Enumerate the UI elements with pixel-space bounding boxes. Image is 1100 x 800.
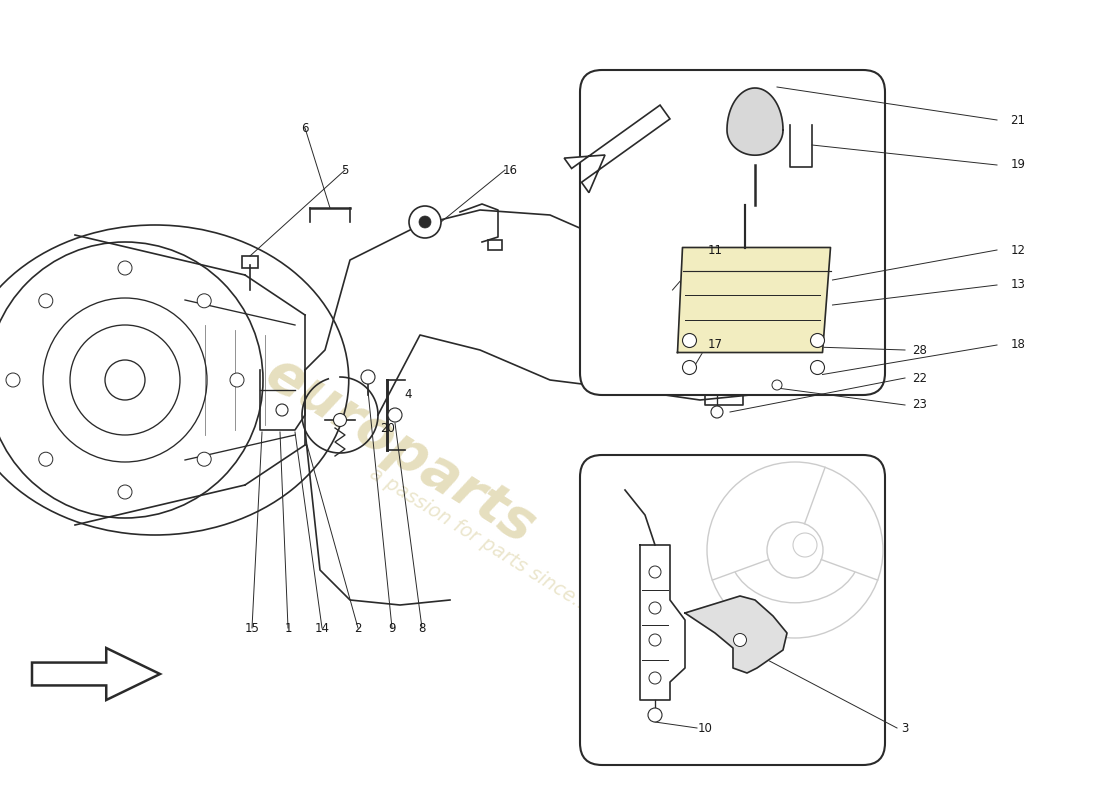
Circle shape	[682, 361, 696, 374]
Polygon shape	[755, 372, 786, 390]
Circle shape	[118, 485, 132, 499]
Circle shape	[409, 206, 441, 238]
Polygon shape	[32, 648, 160, 700]
Circle shape	[197, 294, 211, 308]
Circle shape	[811, 361, 825, 374]
Circle shape	[39, 294, 53, 308]
Bar	[488, 240, 502, 250]
Text: 5: 5	[341, 163, 349, 177]
FancyBboxPatch shape	[580, 455, 886, 765]
Text: 6: 6	[301, 122, 309, 134]
Text: 3: 3	[901, 722, 909, 734]
Text: a passion for parts since...: a passion for parts since...	[366, 464, 594, 616]
Text: 4: 4	[405, 389, 411, 402]
Text: 21: 21	[1011, 114, 1025, 126]
Circle shape	[772, 380, 782, 390]
Circle shape	[361, 370, 375, 384]
Text: 12: 12	[1011, 243, 1025, 257]
Text: 9: 9	[388, 622, 396, 634]
Circle shape	[6, 373, 20, 387]
Circle shape	[649, 602, 661, 614]
Text: 11: 11	[707, 243, 723, 257]
Text: 13: 13	[1011, 278, 1025, 291]
Circle shape	[811, 334, 825, 347]
Circle shape	[419, 216, 431, 228]
Text: 1: 1	[284, 622, 292, 634]
Text: 23: 23	[913, 398, 927, 411]
Text: 28: 28	[913, 343, 927, 357]
Text: 17: 17	[707, 338, 723, 351]
Text: 10: 10	[697, 722, 713, 734]
Circle shape	[276, 404, 288, 416]
Circle shape	[649, 672, 661, 684]
Circle shape	[682, 334, 696, 347]
Text: 22: 22	[913, 371, 927, 385]
Text: 16: 16	[503, 163, 517, 177]
Circle shape	[734, 634, 747, 646]
Circle shape	[711, 406, 723, 418]
Circle shape	[39, 452, 53, 466]
Text: 2: 2	[354, 622, 362, 634]
Circle shape	[333, 414, 346, 426]
Text: 19: 19	[1011, 158, 1025, 171]
Circle shape	[649, 566, 661, 578]
Text: 20: 20	[381, 422, 395, 434]
Polygon shape	[727, 88, 783, 155]
Polygon shape	[685, 596, 786, 673]
Circle shape	[197, 452, 211, 466]
Circle shape	[230, 373, 244, 387]
FancyBboxPatch shape	[580, 70, 886, 395]
Text: europarts: europarts	[255, 346, 544, 554]
Text: 8: 8	[418, 622, 426, 634]
Text: 14: 14	[315, 622, 330, 634]
Polygon shape	[678, 247, 830, 353]
Circle shape	[648, 708, 662, 722]
Polygon shape	[564, 105, 670, 193]
Text: 18: 18	[1011, 338, 1025, 351]
Text: 15: 15	[244, 622, 260, 634]
Circle shape	[388, 408, 401, 422]
Circle shape	[649, 634, 661, 646]
Circle shape	[118, 261, 132, 275]
Bar	[242, 256, 258, 268]
